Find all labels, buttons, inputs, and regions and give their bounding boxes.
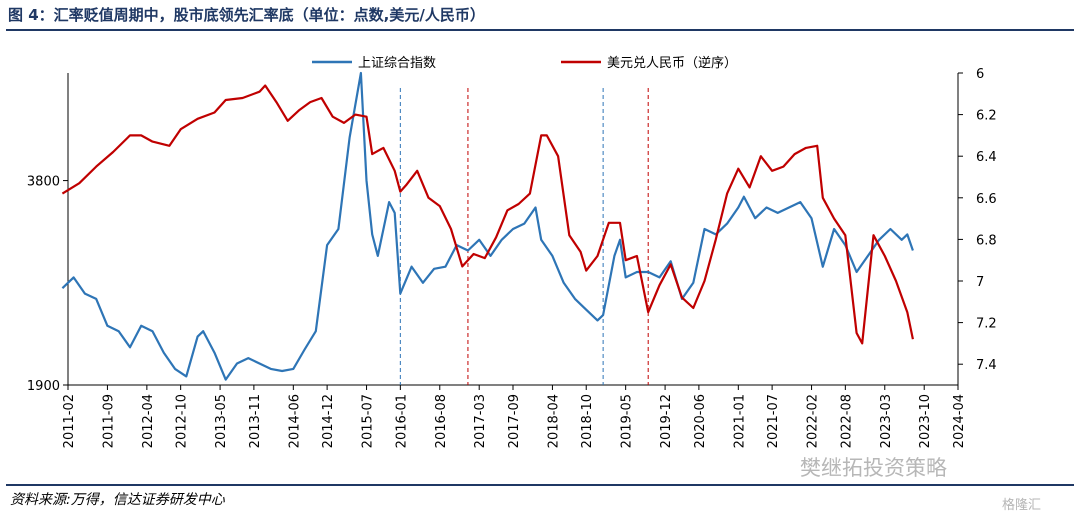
legend-usdcny-label: 美元兑人民币（逆序） [607,55,737,71]
right-tick-label: 6.8 [976,233,997,248]
x-tick-label: 2013-05 [214,394,229,448]
x-tick-label: 2017-09 [507,394,522,448]
x-tick-label: 2012-04 [141,394,156,448]
chart-canvas: 2011-02 2011-09 2012-04 2012-10 2013-05 2013-… [27,55,997,448]
right-tick-label: 7.2 [976,317,997,332]
right-tick-label: 7 [976,275,984,290]
x-tick-label: 2024-04 [952,394,967,448]
left-tick-label: 3800 [27,175,60,190]
x-tick-label: 2020-06 [693,394,708,448]
x-tick-label: 2016-01 [394,394,409,448]
legend-sse-label: 上证综合指数 [358,56,436,71]
x-tick-label: 2019-05 [620,394,635,448]
x-tick-label: 2023-03 [879,394,894,448]
x-tick-label: 2014-06 [287,394,302,448]
x-tick-label: 2021-07 [766,394,781,448]
x-tick-label: 2012-10 [175,394,190,448]
x-tick-label: 2017-03 [473,394,488,448]
x-tick-label: 2021-01 [732,394,747,448]
sse-index-line [61,71,914,381]
x-tick-label: 2015-07 [361,394,376,448]
x-tick-label: 2022-08 [839,394,854,448]
x-tick-label: 2018-04 [546,394,561,448]
chart-title: 图 4：汇率贬值周期中，股市底领先汇率底（单位：点数,美元/人民币） [8,6,485,24]
right-tick-label: 6.6 [976,192,997,207]
left-tick-label: 1900 [27,379,60,394]
x-tick-label: 2011-02 [62,394,77,448]
x-tick-label: 2013-11 [248,394,263,448]
right-tick-label: 7.4 [976,358,997,373]
watermark-logo-text: 格隆汇 [1002,498,1042,513]
source-note: 资料来源:万得，信达证券研发中心 [10,492,225,508]
top-rule [6,29,1074,31]
bottom-rule [6,484,1074,486]
x-tick-label: 2016-08 [434,394,449,448]
usdcny-line [61,84,914,345]
x-tick-label: 2011-09 [101,394,116,448]
x-tick-label: 2022-02 [806,394,821,448]
x-tick-label: 2019-12 [659,394,674,448]
x-tick-label: 2018-10 [580,394,595,448]
x-tick-label: 2023-10 [918,394,933,448]
right-tick-label: 6.2 [976,109,997,124]
right-tick-label: 6 [976,67,984,82]
right-tick-label: 6.4 [976,150,997,165]
x-tick-label: 2014-12 [321,394,336,448]
watermark-text: 樊继拓投资策略 [800,456,947,480]
